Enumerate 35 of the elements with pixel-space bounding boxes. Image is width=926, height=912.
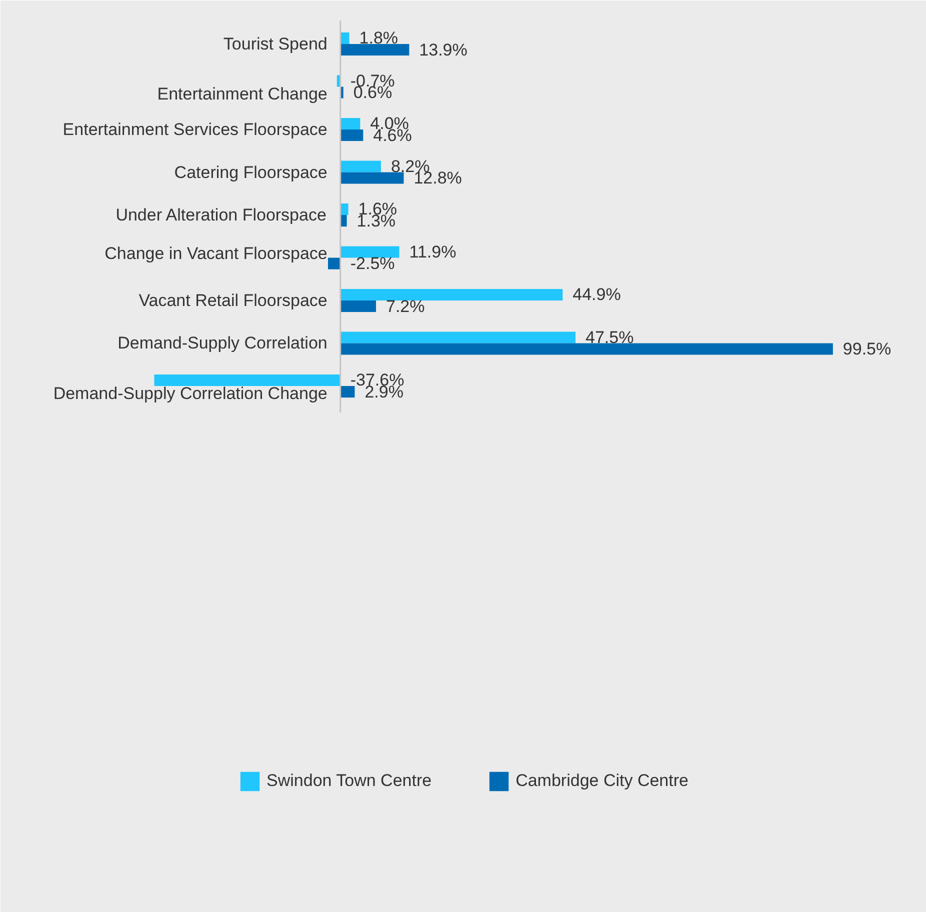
y-tick-label: Demand-Supply Correlation Change: [53, 384, 328, 403]
bar: [340, 215, 347, 227]
y-tick-label: Entertainment Change: [157, 84, 328, 104]
y-tick-label: Entertainment Services Floorspace: [62, 120, 328, 140]
bar: [340, 203, 348, 216]
bar: [340, 32, 350, 44]
y-tick-label: Tourist Spend: [223, 34, 328, 54]
data-label: -2.5%: [350, 254, 395, 274]
bar: [328, 258, 340, 270]
bar: [340, 246, 400, 258]
data-label: 7.2%: [386, 296, 425, 316]
bar: [340, 44, 410, 56]
data-label: 99.5%: [842, 340, 892, 359]
data-label: 44.9%: [572, 285, 621, 304]
bar: [340, 332, 576, 344]
bar: [340, 130, 364, 142]
bar: [154, 374, 340, 386]
bar: [340, 160, 381, 172]
bar: [340, 343, 833, 355]
y-tick-label: Vacant Retail Floorspace: [138, 291, 328, 310]
bar: [340, 288, 563, 300]
legend-label: Swindon Town Centre: [266, 771, 432, 791]
y-tick-label: Under Alteration Floorspace: [116, 206, 326, 225]
bar: [340, 300, 376, 312]
legend-label: Cambridge City Centre: [516, 771, 688, 791]
bar: [340, 118, 360, 130]
bar: [340, 386, 355, 398]
data-label: 11.9%: [409, 242, 456, 262]
data-label: 13.9%: [419, 40, 468, 60]
y-tick-label: Change in Vacant Floorspace: [104, 244, 328, 264]
data-label: 47.5%: [586, 328, 634, 347]
y-tick-label: Catering Floorspace: [174, 162, 328, 182]
data-label: 1.8%: [359, 28, 398, 48]
y-tick-label: Demand-Supply Correlation: [118, 334, 328, 353]
bar: [340, 172, 404, 184]
